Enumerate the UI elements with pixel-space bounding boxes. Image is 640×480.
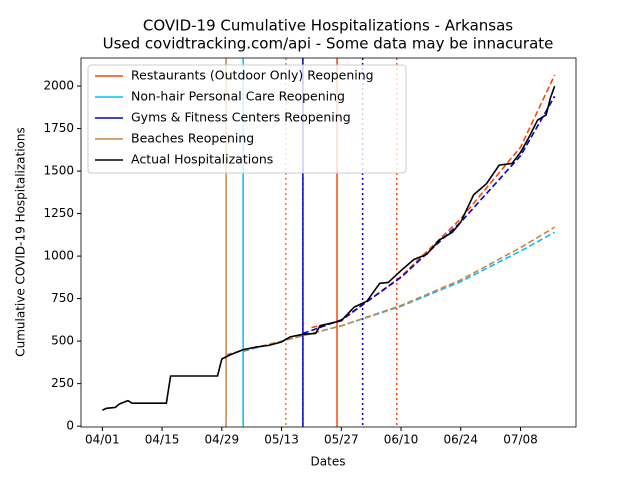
x-axis-label: Dates bbox=[311, 455, 346, 469]
y-tick-label: 500 bbox=[51, 334, 74, 348]
chart-title: COVID-19 Cumulative Hospitalizations - A… bbox=[143, 17, 513, 35]
legend-box bbox=[87, 64, 407, 174]
data-line bbox=[102, 85, 556, 411]
x-tick-label: 04/15 bbox=[145, 433, 180, 447]
legend-text: Gyms & Fitness Centers Reopening bbox=[131, 110, 351, 125]
x-tick-label: 04/01 bbox=[85, 433, 120, 447]
y-tick-label: 1000 bbox=[43, 249, 74, 263]
x-tick-label: 06/10 bbox=[384, 433, 419, 447]
y-tick-label: 0 bbox=[66, 419, 74, 433]
x-tick-label: 05/13 bbox=[264, 433, 299, 447]
legend-text: Actual Hospitalizations bbox=[131, 152, 273, 167]
chart-subtitle: Used covidtracking.com/api - Some data m… bbox=[103, 35, 554, 53]
projection-line bbox=[311, 74, 556, 329]
legend-text: Non-hair Personal Care Reopening bbox=[131, 89, 345, 104]
y-axis-label: Cumulative COVID-19 Hospitalizations bbox=[14, 127, 28, 357]
y-tick-label: 250 bbox=[51, 376, 74, 390]
legend-text: Beaches Reopening bbox=[131, 131, 254, 146]
y-tick-label: 1500 bbox=[43, 164, 74, 178]
x-tick-label: 07/08 bbox=[503, 433, 538, 447]
plot-frame bbox=[80, 57, 577, 428]
x-tick-label: 04/29 bbox=[205, 433, 240, 447]
y-tick-label: 2000 bbox=[43, 79, 74, 93]
legend-text: Restaurants (Outdoor Only) Reopening bbox=[131, 68, 374, 83]
x-tick-label: 05/27 bbox=[324, 433, 359, 447]
y-tick-label: 750 bbox=[51, 291, 74, 305]
x-tick-label: 06/24 bbox=[443, 433, 478, 447]
y-tick-label: 1750 bbox=[43, 121, 74, 135]
y-tick-label: 1250 bbox=[43, 206, 74, 220]
